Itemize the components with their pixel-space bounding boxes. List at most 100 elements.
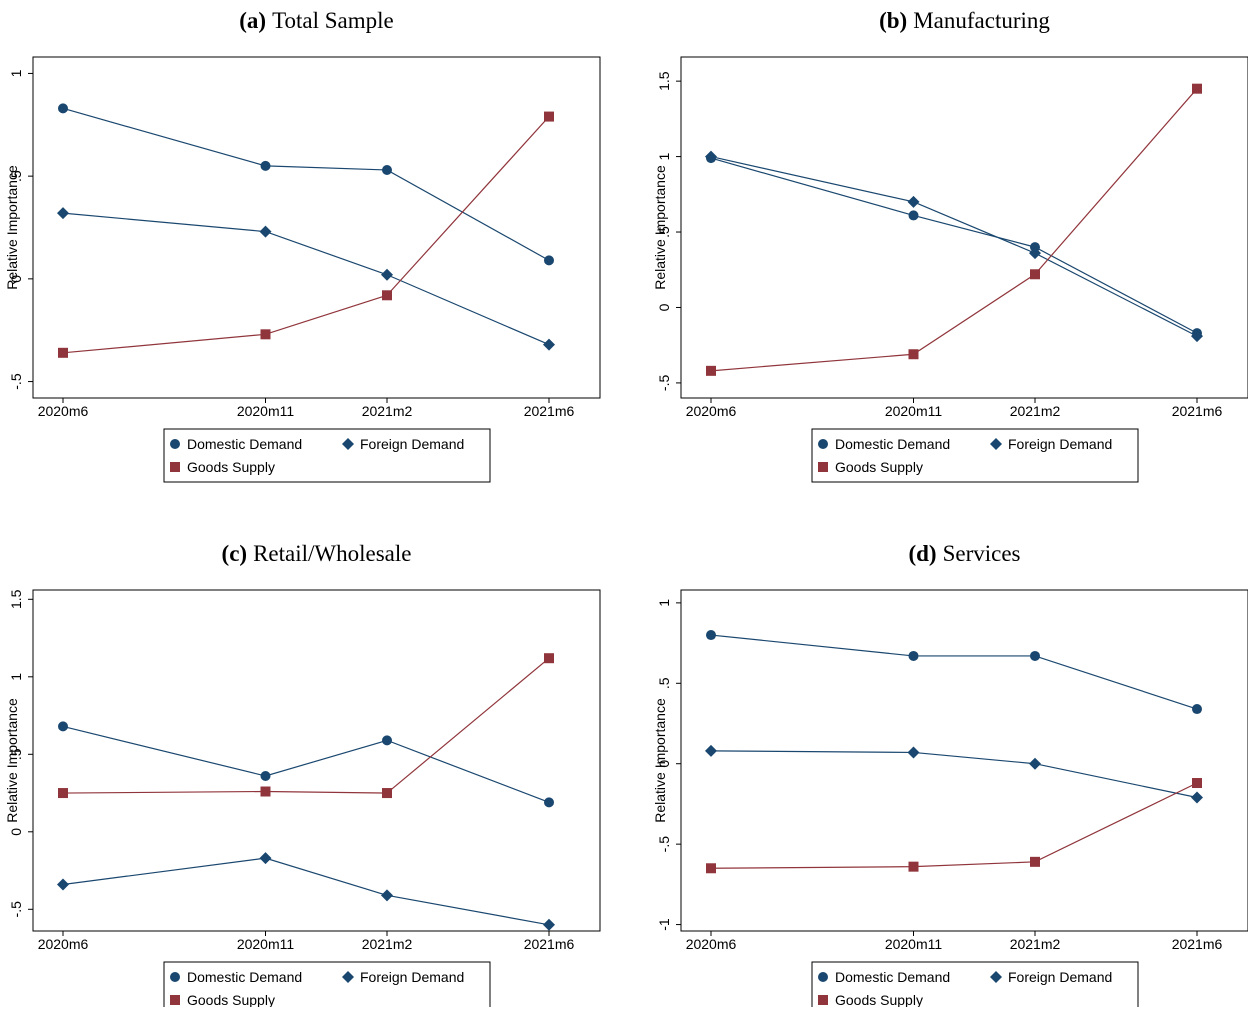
data-point <box>544 111 554 122</box>
legend-label: Foreign Demand <box>360 969 464 985</box>
legend-marker <box>170 439 180 449</box>
data-point <box>260 160 271 171</box>
data-point <box>382 290 392 301</box>
data-point <box>706 365 716 376</box>
y-tick-label: -.5 <box>8 901 24 918</box>
y-axis-label: Relative Importance <box>4 698 20 823</box>
x-tick-label: 2021m6 <box>1172 936 1223 952</box>
series-line <box>710 157 1198 334</box>
y-tick-label: -1 <box>656 918 672 931</box>
legend-marker <box>170 995 180 1005</box>
data-point <box>705 150 717 163</box>
x-tick-label: 2021m6 <box>1172 403 1223 419</box>
x-tick-label: 2020m6 <box>38 936 89 952</box>
data-point <box>1030 650 1040 661</box>
legend-label: Goods Supply <box>187 992 275 1007</box>
data-point <box>706 630 716 641</box>
data-point <box>705 744 717 757</box>
plot-frame <box>32 56 601 399</box>
data-point <box>1192 83 1202 94</box>
y-tick-label: .5 <box>8 748 24 760</box>
x-tick-label: 2021m2 <box>1010 936 1061 952</box>
panel-label: (d) <box>908 541 936 566</box>
y-tick-label: -.5 <box>656 836 672 853</box>
data-point <box>543 918 555 931</box>
x-tick-label: 2020m6 <box>686 403 737 419</box>
x-tick-label: 2021m2 <box>362 936 413 952</box>
legend-label: Domestic Demand <box>835 969 950 985</box>
x-tick-label: 2021m6 <box>524 936 575 952</box>
series-line <box>710 88 1198 372</box>
legend-label: Foreign Demand <box>1008 436 1112 452</box>
x-tick-label: 2020m11 <box>237 403 295 419</box>
data-point <box>1029 757 1041 770</box>
series-line <box>62 107 550 261</box>
legend-marker <box>818 439 828 449</box>
legend: Domestic Demand Foreign Demand Goods Suppl… <box>163 961 491 1012</box>
plot-frame <box>680 589 1248 932</box>
legend: Domestic Demand Foreign Demand Goods Suppl… <box>811 961 1139 1012</box>
data-point <box>907 195 920 208</box>
data-point <box>1029 247 1041 260</box>
y-tick-label: -.5 <box>656 375 672 392</box>
data-point <box>1191 330 1203 343</box>
panel-label: (a) <box>239 8 266 33</box>
y-axis-label: Relative Importance <box>652 165 668 290</box>
legend-marker <box>990 971 1002 983</box>
y-tick-label: 1 <box>8 673 24 681</box>
y-tick-label: .5 <box>656 677 672 689</box>
data-point <box>259 225 272 238</box>
legend-marker <box>342 438 354 450</box>
data-point <box>382 735 392 746</box>
y-axis-label: Relative Importance <box>4 165 20 290</box>
chart-title: (c) Retail/Wholesale <box>222 541 412 566</box>
legend-marker <box>170 462 180 472</box>
x-tick-label: 2021m6 <box>524 403 575 419</box>
chart-panel: (b) Manufacturing -.5 0 .5 1 1.5 Relative Impor… <box>652 8 1248 483</box>
series-line <box>710 634 1198 710</box>
legend-label: Domestic Demand <box>187 436 302 452</box>
x-tick-label: 2021m2 <box>1010 403 1061 419</box>
legend-label: Goods Supply <box>835 992 923 1007</box>
legend: Domestic Demand Foreign Demand Goods Suppl… <box>811 428 1139 483</box>
data-point <box>260 329 271 340</box>
data-point <box>908 650 919 661</box>
series-line <box>62 212 550 346</box>
plot-frame <box>680 56 1248 399</box>
data-point <box>58 347 68 358</box>
data-point <box>706 863 716 874</box>
legend-marker <box>990 438 1002 450</box>
legend-label: Domestic Demand <box>835 436 950 452</box>
legend-label: Foreign Demand <box>360 436 464 452</box>
x-tick-label: 2020m11 <box>885 403 943 419</box>
panel-label: (b) <box>879 8 907 33</box>
y-tick-label: 1 <box>656 599 672 607</box>
data-point <box>1030 856 1040 867</box>
chart-title: (d) Services <box>908 541 1020 566</box>
chart-panel: (c) Retail/Wholesale -.5 0 .5 1 1.5 Relative Im… <box>4 541 601 1012</box>
x-tick-label: 2020m6 <box>38 403 89 419</box>
data-point <box>57 878 69 891</box>
data-point <box>260 771 271 781</box>
data-point <box>1191 791 1203 804</box>
data-point <box>544 797 554 808</box>
series-line <box>710 782 1198 869</box>
y-tick-label: -.5 <box>8 373 24 390</box>
data-point <box>907 746 920 759</box>
x-tick-label: 2020m11 <box>237 936 295 952</box>
y-tick-label: 1 <box>8 69 24 77</box>
legend-label: Goods Supply <box>187 459 275 475</box>
panel-label: (c) <box>222 541 248 566</box>
legend-label: Domestic Demand <box>187 969 302 985</box>
data-point <box>1192 704 1202 715</box>
data-point <box>381 889 393 902</box>
chart-panel: (d) Services -1 -.5 0 .5 1 Relative Importance 2… <box>652 541 1248 1012</box>
title-text: Services <box>943 541 1021 566</box>
series-line <box>62 116 550 354</box>
title-text: Total Sample <box>272 8 394 33</box>
data-point <box>908 349 919 360</box>
y-tick-label: 1.5 <box>8 589 24 609</box>
legend-label: Foreign Demand <box>1008 969 1112 985</box>
data-point <box>544 255 554 266</box>
